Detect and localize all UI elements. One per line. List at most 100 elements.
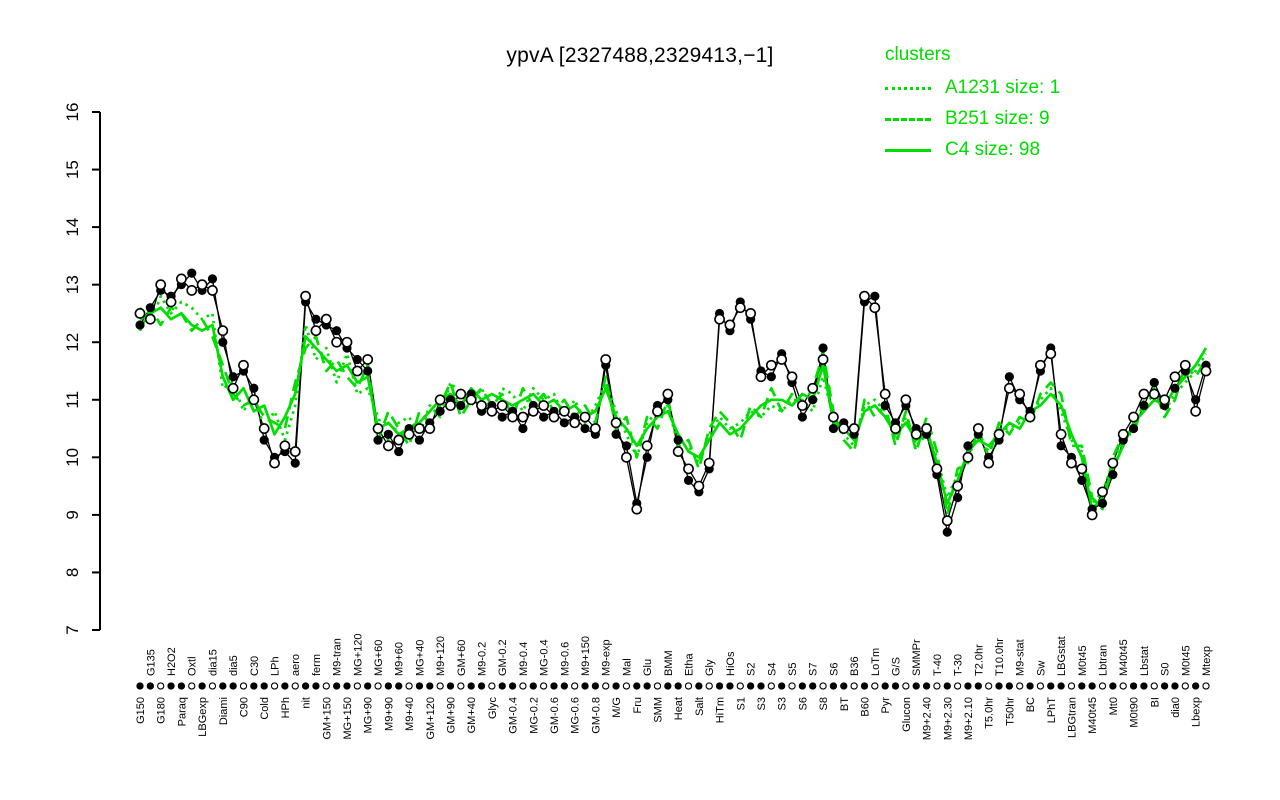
x-tick-label: B60	[859, 697, 871, 717]
condition-marker	[757, 682, 765, 690]
condition-marker	[250, 682, 258, 690]
data-point-open	[734, 302, 746, 314]
data-point-open	[144, 313, 156, 325]
data-point-open	[310, 325, 322, 337]
data-point-open	[1024, 411, 1036, 423]
condition-marker	[312, 682, 320, 690]
x-tick-label: MG+90	[363, 697, 375, 733]
condition-marker	[798, 682, 807, 690]
data-point-open	[621, 451, 632, 463]
condition-marker	[622, 682, 631, 690]
x-tick-label: dia0	[1170, 697, 1182, 718]
data-point-filled	[394, 446, 404, 457]
data-point-open	[641, 440, 653, 452]
data-point-filled	[818, 343, 828, 353]
data-point-open	[558, 405, 570, 417]
x-tick-label: Glu	[642, 659, 654, 676]
y-tick-label: 12	[63, 333, 82, 352]
x-tick-label: S3	[777, 697, 789, 710]
data-point-filled	[1139, 400, 1149, 411]
data-point-open	[983, 457, 995, 469]
x-tick-label: T5.0hr	[984, 697, 996, 729]
data-points	[134, 268, 1212, 537]
condition-marker	[891, 682, 900, 690]
data-point-filled	[642, 452, 652, 462]
condition-marker	[1067, 682, 1076, 690]
condition-marker	[364, 682, 372, 690]
x-tick-label: Mtexp	[1201, 646, 1213, 676]
condition-marker	[529, 682, 537, 690]
x-tick-label: Fru	[632, 697, 644, 714]
condition-marker	[985, 682, 993, 690]
data-point-filled	[1108, 470, 1118, 480]
x-tick-label: B36	[849, 656, 861, 676]
data-point-open	[879, 388, 891, 400]
data-point-open	[1045, 348, 1057, 360]
x-tick-label: Diami	[218, 697, 230, 725]
x-tick-label: LoTm	[870, 648, 882, 676]
data-point-open	[962, 451, 974, 463]
data-point-open	[165, 296, 177, 308]
data-point-open	[455, 388, 467, 400]
data-point-open	[786, 371, 798, 383]
data-point-open	[859, 290, 870, 302]
x-tick-label: LBGstat	[1056, 636, 1068, 676]
data-point-filled	[942, 527, 952, 537]
condition-marker	[933, 682, 941, 690]
condition-marker	[167, 682, 175, 690]
data-point-filled	[352, 354, 362, 365]
condition-marker	[457, 682, 465, 690]
data-point-open	[1159, 394, 1171, 406]
x-tick-label: Gly	[704, 659, 716, 676]
x-tick-label: M9+2.30	[942, 697, 954, 740]
data-point-filled	[870, 291, 880, 301]
y-tick-label: 10	[63, 448, 82, 467]
data-point-open	[652, 405, 663, 417]
data-point-open	[703, 457, 715, 469]
condition-marker	[136, 682, 144, 690]
condition-marker	[788, 682, 796, 690]
x-tick-label: M40t45	[1118, 639, 1130, 676]
x-tick-label: Salt	[694, 697, 706, 716]
condition-marker	[550, 682, 558, 690]
condition-marker	[571, 682, 579, 690]
condition-marker	[684, 682, 693, 690]
x-tick-label: LBGtran	[1066, 697, 1078, 738]
data-point-open	[1035, 359, 1046, 371]
data-point-open	[662, 388, 674, 400]
x-tick-label: GM-0.4	[508, 697, 520, 734]
x-tick-label: S4	[766, 663, 778, 676]
data-point-open	[507, 411, 518, 423]
condition-marker	[726, 682, 734, 690]
data-point-open	[1107, 457, 1119, 469]
condition-marker	[198, 682, 206, 690]
condition-marker	[1078, 682, 1086, 690]
data-point-filled	[963, 441, 973, 451]
x-tick-label: GM-0.8	[590, 697, 602, 734]
y-axis: 7 8 9 10 11 12 13 14 15 16	[63, 103, 101, 635]
data-point-filled	[145, 303, 155, 313]
data-point-filled	[218, 337, 228, 347]
data-point-open	[1138, 388, 1150, 400]
legend-item-label: C4 size: 98	[945, 139, 1041, 160]
condition-marker	[291, 682, 299, 690]
data-point-filled	[539, 412, 549, 422]
data-point-open	[931, 463, 943, 475]
condition-marker	[767, 682, 775, 690]
legend-line-sample-dashed	[885, 117, 931, 121]
condition-marker	[1026, 682, 1034, 690]
condition-marker	[436, 682, 444, 690]
data-point-filled	[808, 395, 818, 405]
x-tick-label: Etha	[684, 652, 696, 676]
x-tick-label: GM+90	[445, 697, 457, 733]
data-point-open	[828, 411, 839, 423]
condition-marker	[809, 682, 817, 690]
x-tick-label: MG+60	[373, 640, 385, 676]
data-point-open	[186, 285, 198, 296]
data-point-open	[289, 446, 301, 457]
condition-marker	[177, 682, 186, 690]
x-tick-label: G180	[156, 697, 168, 724]
condition-marker	[1005, 682, 1014, 690]
data-point-open	[1076, 463, 1088, 475]
x-tick-label: LBGexp	[197, 697, 209, 737]
